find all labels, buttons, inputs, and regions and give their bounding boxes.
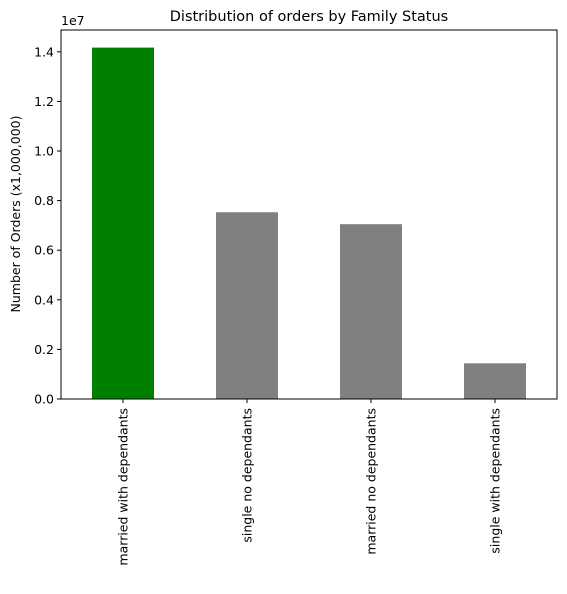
y-axis-offset-label: 1e7 [61,13,85,28]
y-tick-label-0: 0.0 [34,392,54,407]
x-tick-label-0: married with dependants [116,408,131,566]
y-axis-label: Number of Orders (x1,000,000) [8,116,23,313]
y-tick-label-6: 1.2 [34,94,54,109]
bar-3 [464,363,526,399]
y-tick-label-3: 0.6 [34,243,54,258]
y-tick-label-7: 1.4 [34,44,54,59]
x-tick-label-2: married no dependants [364,408,379,555]
bar-1 [216,212,278,399]
y-tick-label-4: 0.8 [34,193,54,208]
y-tick-label-2: 0.4 [34,292,54,307]
y-ticks-group: 0.0 0.2 0.4 0.6 0.8 1.0 1.2 1.4 [34,44,61,407]
y-tick-label-5: 1.0 [34,144,54,159]
x-tick-label-1: single no dependants [240,408,255,543]
bar-2 [340,224,402,399]
chart-title: Distribution of orders by Family Status [170,9,448,25]
x-ticks-group: married with dependants single no dependa… [116,399,503,566]
plot-frame [60,29,558,400]
bar-0 [92,47,154,400]
bars-group [92,47,526,400]
y-tick-label-1: 0.2 [34,342,54,357]
x-tick-label-3: single with dependants [488,408,503,554]
